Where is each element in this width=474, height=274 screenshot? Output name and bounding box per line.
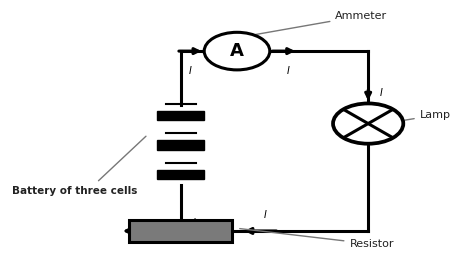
Text: I: I (264, 210, 266, 220)
Text: I: I (380, 88, 383, 98)
Bar (129, 220, 232, 242)
Circle shape (204, 32, 270, 70)
Text: I: I (189, 66, 191, 76)
Bar (157, 140, 204, 150)
Bar (157, 111, 204, 120)
Text: Battery of three cells: Battery of three cells (12, 186, 137, 196)
Text: I: I (380, 133, 383, 143)
Text: Ammeter: Ammeter (250, 11, 388, 36)
Text: A: A (230, 42, 244, 60)
Text: I: I (192, 218, 195, 228)
Text: I: I (287, 66, 290, 76)
Text: Resistor: Resistor (240, 229, 394, 249)
Bar (157, 170, 204, 179)
Circle shape (333, 104, 403, 144)
Text: Lamp: Lamp (399, 110, 451, 121)
